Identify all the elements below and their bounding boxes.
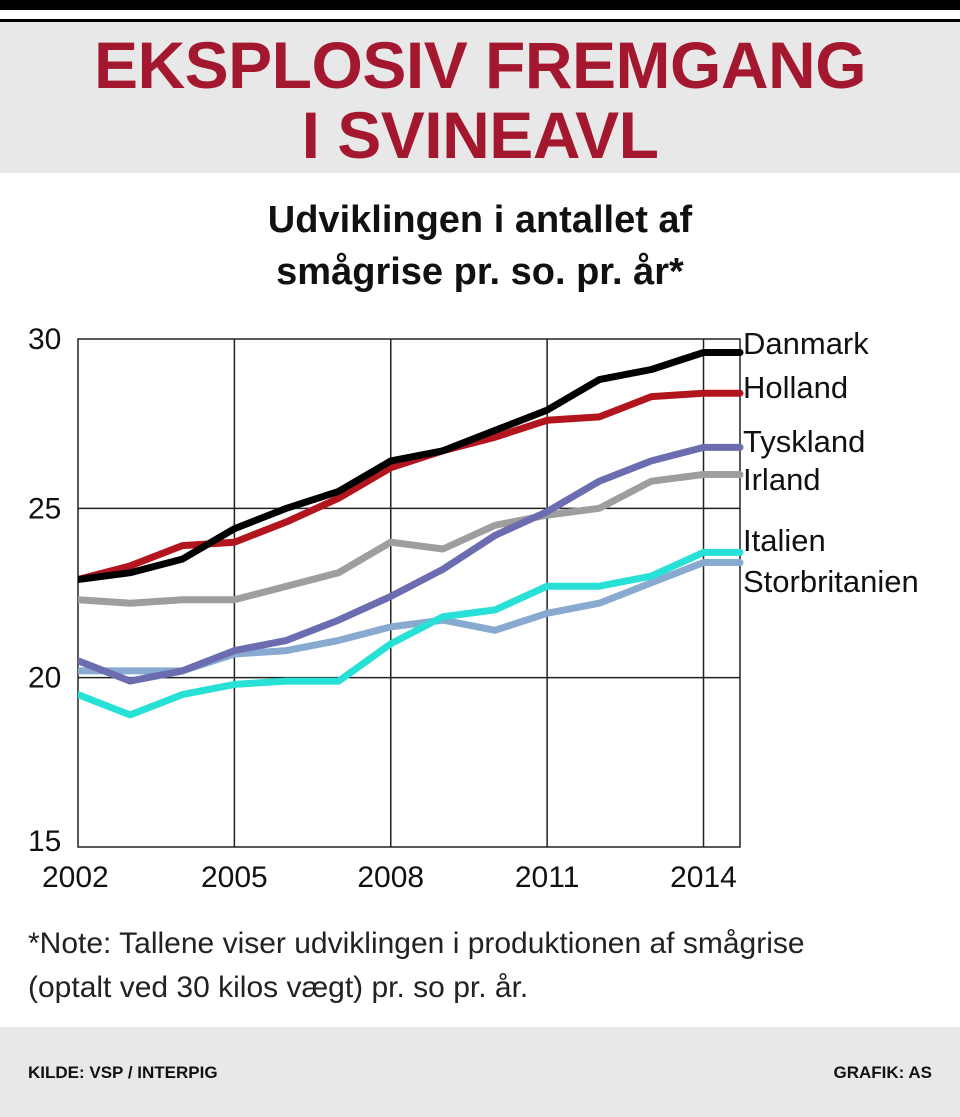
footnote-line-2: (optalt ved 30 kilos vægt) pr. so pr. år… xyxy=(28,971,529,1004)
headline-line-1: EKSPLOSIV FREMGANG xyxy=(93,28,867,102)
top-rule-thin xyxy=(0,19,960,22)
series-label-holland: Holland xyxy=(743,370,848,405)
series-label-danmark: Danmark xyxy=(743,326,869,361)
y-tick-label: 15 xyxy=(28,825,61,858)
footnote: *Note: Tallene viser udviklingen i produ… xyxy=(28,922,938,1010)
series-label-tyskland: Tyskland xyxy=(743,424,865,459)
source-credit: KILDE: VSP / INTERPIG xyxy=(28,1063,218,1082)
headline: EKSPLOSIV FREMGANG I SVINEAVL xyxy=(0,30,960,170)
y-tick-label: 20 xyxy=(28,662,61,695)
header-band xyxy=(0,22,960,173)
x-tick-label: 2008 xyxy=(357,861,424,894)
series-label-storbritanien: Storbritanien xyxy=(743,564,919,599)
series-line-irland xyxy=(78,471,744,607)
series-label-irland: Irland xyxy=(743,462,821,497)
series-line-tyskland xyxy=(78,443,744,685)
series-line-italien xyxy=(78,548,744,719)
series-line-danmark xyxy=(78,349,744,583)
headline-line-2: I SVINEAVL xyxy=(301,98,659,172)
plot-frame xyxy=(77,338,741,848)
chart-title-line-2: smågrise pr. so. pr. år* xyxy=(276,251,684,293)
top-rule xyxy=(0,0,960,10)
y-tick-label: 30 xyxy=(28,323,61,356)
x-tick-label: 2014 xyxy=(670,861,737,894)
graphic-credit: GRAFIK: AS xyxy=(833,1063,932,1082)
x-tick-label: 2011 xyxy=(515,861,580,894)
x-tick-label: 2002 xyxy=(42,861,109,894)
series-label-italien: Italien xyxy=(743,523,826,558)
footer-band xyxy=(0,1027,960,1117)
chart-title: Udviklingen i antallet af smågrise pr. s… xyxy=(0,194,960,298)
y-tick-label: 25 xyxy=(28,492,61,525)
chart-title-line-1: Udviklingen i antallet af xyxy=(267,199,693,241)
x-tick-label: 2005 xyxy=(201,861,268,894)
footnote-line-1: *Note: Tallene viser udviklingen i produ… xyxy=(28,927,805,960)
